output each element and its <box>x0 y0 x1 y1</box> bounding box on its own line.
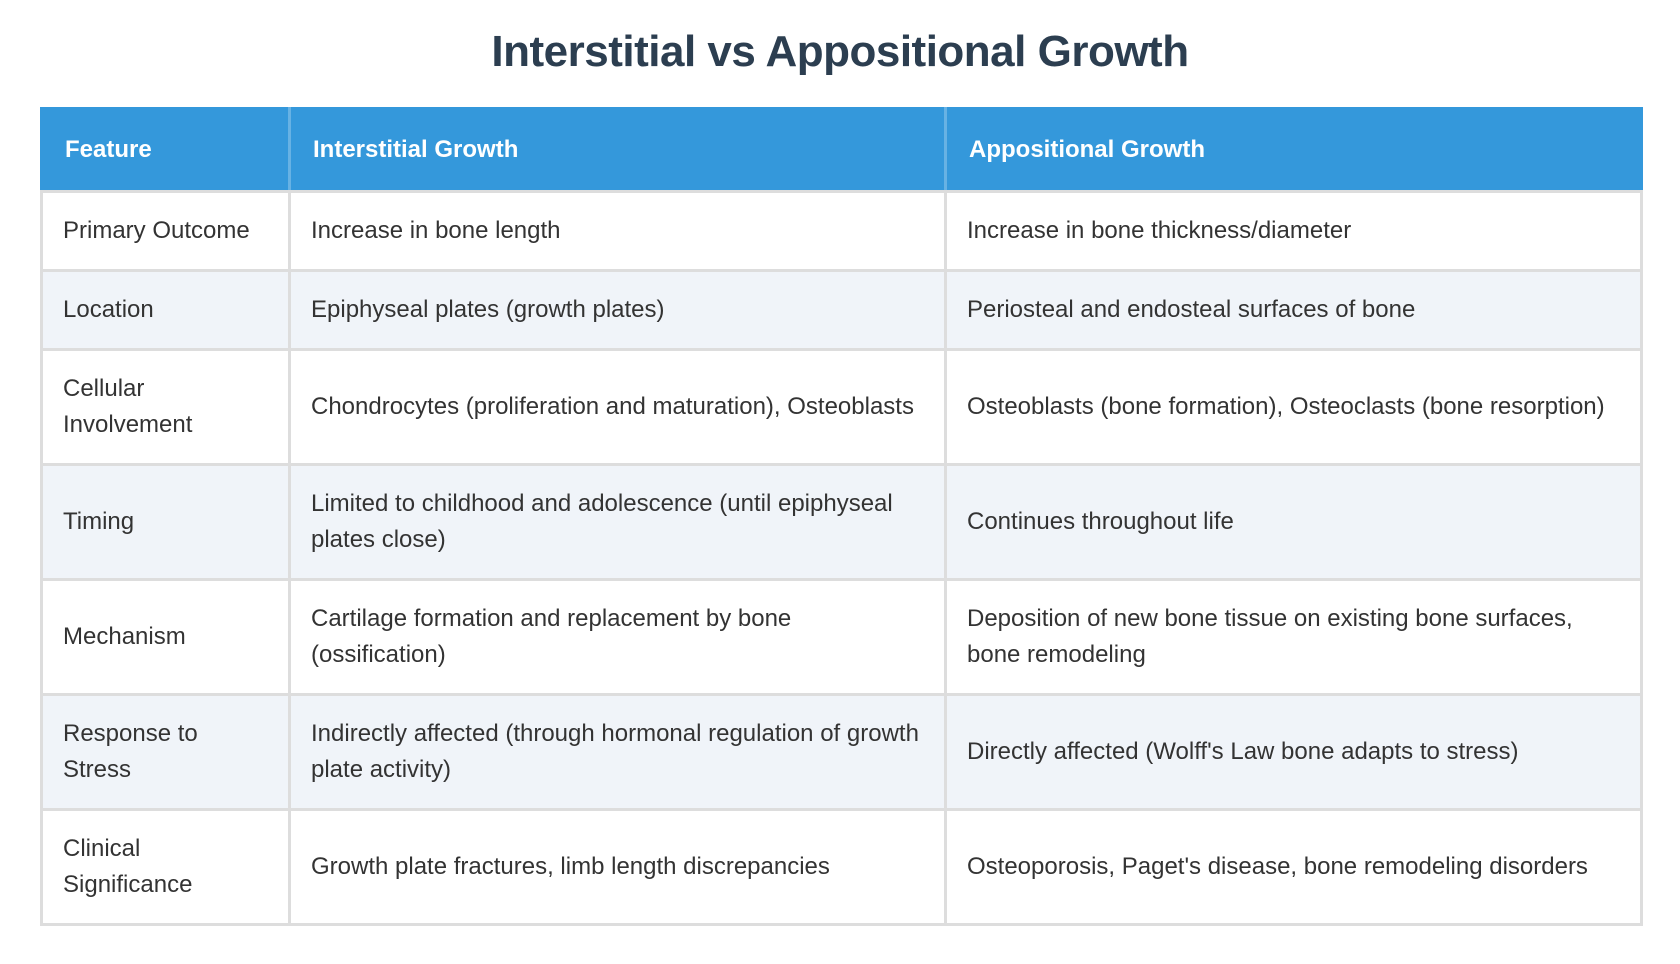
interstitial-cell: Limited to childhood and adolescence (un… <box>288 463 947 581</box>
appositional-cell: Periosteal and endosteal surfaces of bon… <box>944 269 1643 351</box>
table-row: Primary Outcome Increase in bone length … <box>40 190 1643 272</box>
appositional-cell: Osteoblasts (bone formation), Osteoclast… <box>944 348 1643 466</box>
appositional-cell: Osteoporosis, Paget's disease, bone remo… <box>944 808 1643 926</box>
feature-cell: Response to Stress <box>40 693 291 811</box>
comparison-table: Feature Interstitial Growth Appositional… <box>40 107 1643 926</box>
table-row: Location Epiphyseal plates (growth plate… <box>40 269 1643 351</box>
appositional-cell: Directly affected (Wolff's Law bone adap… <box>944 693 1643 811</box>
table-row: Timing Limited to childhood and adolesce… <box>40 463 1643 581</box>
appositional-cell: Continues throughout life <box>944 463 1643 581</box>
feature-cell: Primary Outcome <box>40 190 291 272</box>
interstitial-cell: Epiphyseal plates (growth plates) <box>288 269 947 351</box>
table-row: Cellular Involvement Chondrocytes (proli… <box>40 348 1643 466</box>
header-feature: Feature <box>40 107 291 193</box>
feature-cell: Cellular Involvement <box>40 348 291 466</box>
interstitial-cell: Cartilage formation and replacement by b… <box>288 578 947 696</box>
interstitial-cell: Chondrocytes (proliferation and maturati… <box>288 348 947 466</box>
appositional-cell: Deposition of new bone tissue on existin… <box>944 578 1643 696</box>
header-appositional-growth: Appositional Growth <box>944 107 1643 193</box>
table-header-row: Feature Interstitial Growth Appositional… <box>40 107 1643 193</box>
page-title: Interstitial vs Appositional Growth <box>491 27 1189 76</box>
feature-cell: Mechanism <box>40 578 291 696</box>
feature-cell: Clinical Significance <box>40 808 291 926</box>
interstitial-cell: Growth plate fractures, limb length disc… <box>288 808 947 926</box>
feature-cell: Location <box>40 269 291 351</box>
table-row: Clinical Significance Growth plate fract… <box>40 808 1643 926</box>
interstitial-cell: Increase in bone length <box>288 190 947 272</box>
feature-cell: Timing <box>40 463 291 581</box>
table-row: Response to Stress Indirectly affected (… <box>40 693 1643 811</box>
header-interstitial-growth: Interstitial Growth <box>288 107 947 193</box>
table-row: Mechanism Cartilage formation and replac… <box>40 578 1643 696</box>
interstitial-cell: Indirectly affected (through hormonal re… <box>288 693 947 811</box>
appositional-cell: Increase in bone thickness/diameter <box>944 190 1643 272</box>
